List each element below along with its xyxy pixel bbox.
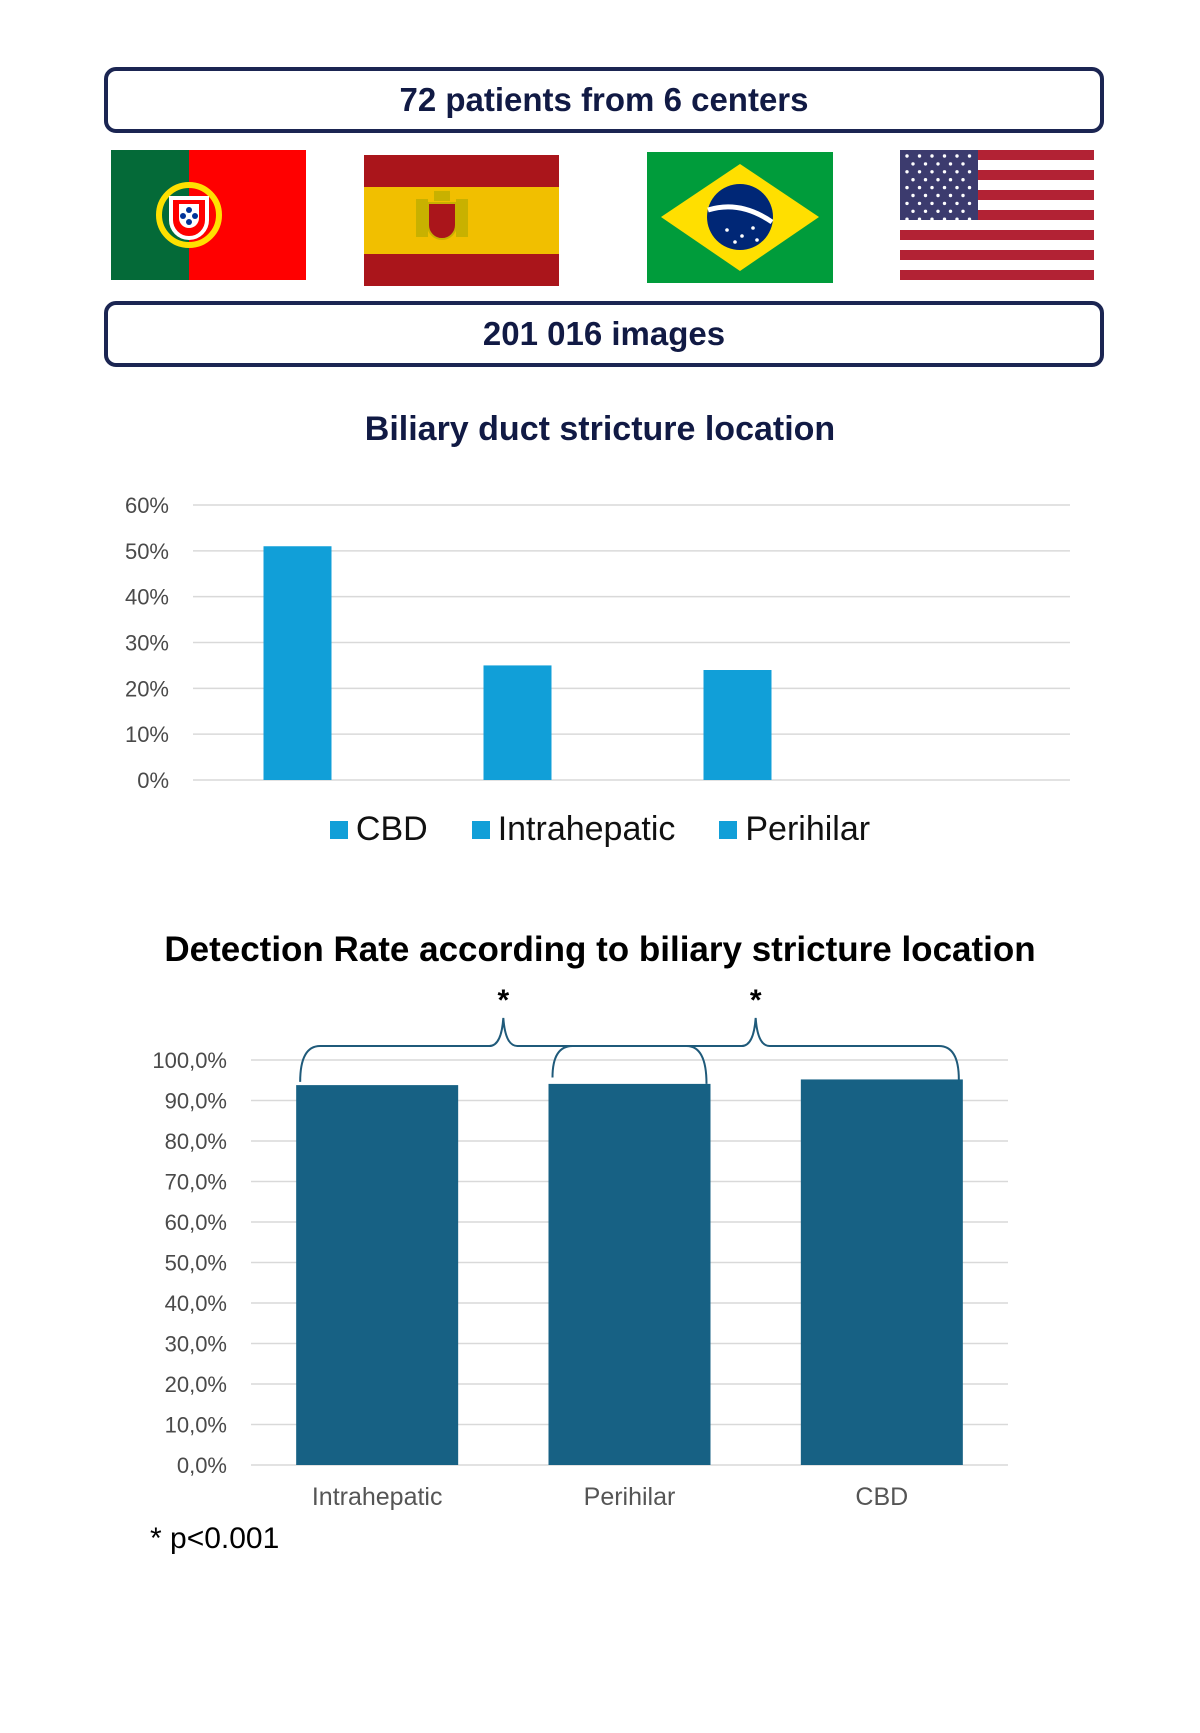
y-tick-label: 60% (125, 493, 169, 518)
y-tick-label: 50% (125, 539, 169, 564)
significance-bracket (299, 1017, 708, 1084)
legend-label: Intrahepatic (497, 810, 676, 848)
bar-perihilar (548, 1083, 711, 1465)
y-tick-label: 20% (125, 676, 169, 701)
y-tick-label: 70,0% (165, 1170, 227, 1195)
x-category-label: CBD (855, 1483, 908, 1511)
bar-perihilar (703, 670, 772, 780)
legend-label: CBD (355, 810, 428, 848)
usa-flag-icon (900, 150, 1094, 280)
y-tick-label: 80,0% (165, 1129, 227, 1154)
legend-swatch (719, 820, 738, 839)
significance-bracket (551, 1017, 960, 1080)
bar-cbd (263, 546, 332, 780)
y-tick-label: 0% (137, 768, 169, 793)
bar-intrahepatic (296, 1085, 459, 1465)
brazil-flag-icon (647, 152, 833, 283)
significance-marker: * (497, 984, 509, 1017)
legend-label: Perihilar (745, 810, 871, 848)
y-tick-label: 30,0% (165, 1332, 227, 1357)
bar-intrahepatic (483, 665, 552, 780)
y-tick-label: 40,0% (165, 1291, 227, 1316)
images-summary-box: 201 016 images (104, 301, 1104, 367)
y-tick-label: 100,0% (152, 1048, 227, 1073)
chart1-title: Biliary duct stricture location (364, 410, 836, 448)
y-tick-label: 10,0% (165, 1413, 227, 1438)
stricture-location-chart: 60% 50% 40% 30% 20% 10% 0% (125, 493, 1070, 793)
legend-swatch (329, 820, 348, 839)
y-tick-label: 90,0% (165, 1089, 227, 1114)
detection-rate-chart: 100,0% 90,0% 80,0% 70,0% 60,0% 50,0% 40,0% 30,0… (152, 984, 1008, 1511)
bar-cbd (800, 1079, 963, 1465)
patients-summary-box: 72 patients from 6 centers (104, 67, 1104, 133)
images-summary-text: 201 016 images (482, 315, 726, 352)
patients-summary-text: 72 patients from 6 centers (399, 81, 809, 118)
spain-flag-icon (364, 155, 559, 286)
footnote: * p<0.001 (150, 1522, 280, 1555)
significance-marker: * (750, 984, 762, 1017)
x-category-label: Perihilar (584, 1483, 676, 1511)
y-tick-label: 30% (125, 631, 169, 656)
legend-item-cbd: CBD (329, 810, 428, 849)
chart2-title: Detection Rate according to biliary stri… (164, 930, 1036, 969)
x-category-label: Intrahepatic (312, 1483, 443, 1511)
y-tick-label: 10% (125, 722, 169, 747)
legend-swatch (471, 820, 490, 839)
legend-item-intrahepatic: Intrahepatic (471, 810, 676, 849)
portugal-flag-icon (111, 150, 306, 280)
legend-item-perihilar: Perihilar (719, 810, 870, 849)
y-tick-label: 50,0% (165, 1251, 227, 1276)
y-tick-label: 20,0% (165, 1372, 227, 1397)
y-tick-label: 60,0% (165, 1210, 227, 1235)
chart1-legend: CBD Intrahepatic Perihilar (0, 810, 1200, 849)
y-tick-label: 40% (125, 585, 169, 610)
y-tick-label: 0,0% (177, 1453, 227, 1478)
